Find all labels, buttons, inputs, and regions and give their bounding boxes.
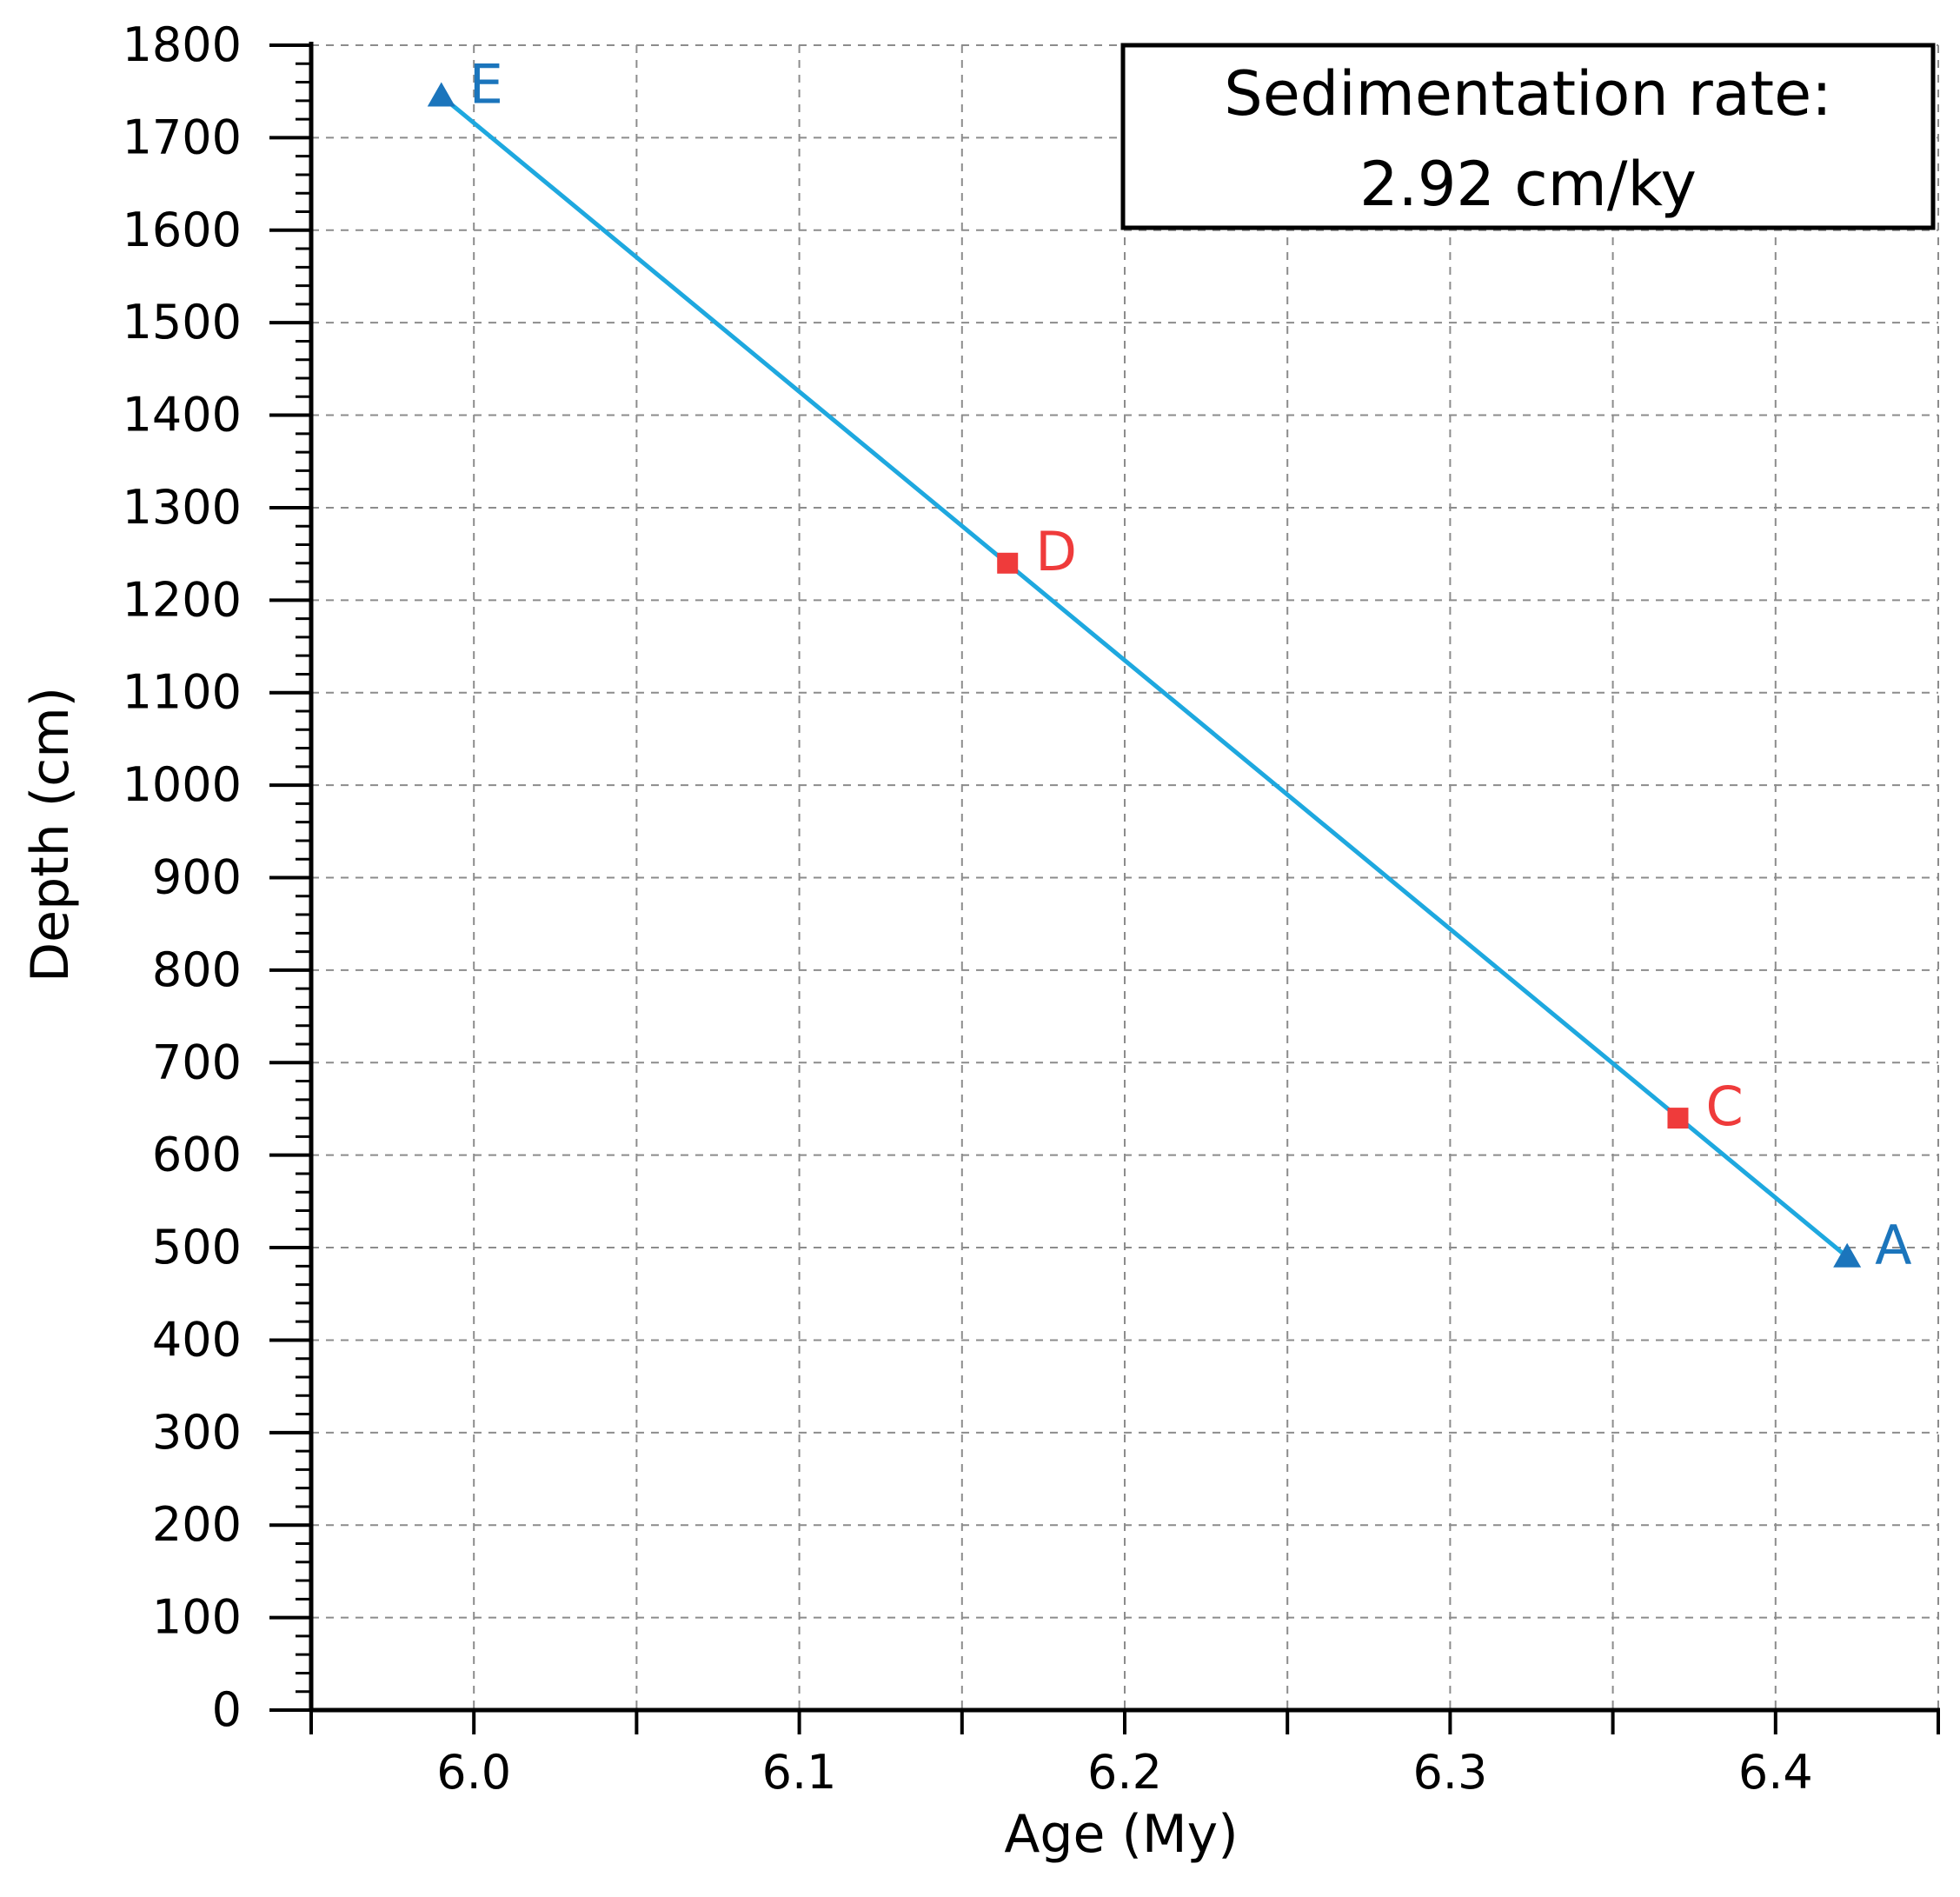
point-d-label: D: [1035, 520, 1077, 583]
x-tick-label: 6.1: [762, 1745, 837, 1800]
annotation-line-2: 2.92 cm/ky: [1359, 149, 1697, 220]
y-tick-label: 400: [152, 1312, 242, 1367]
y-tick-label: 1000: [123, 757, 242, 812]
y-tick-label: 1100: [123, 665, 242, 720]
point-c-marker: [1667, 1108, 1689, 1129]
annotation-frame: [1120, 43, 1936, 230]
y-tick-label: 1300: [123, 480, 242, 535]
point-e-label: E: [469, 53, 503, 116]
x-axis-title: Age (My): [1004, 1804, 1238, 1865]
y-tick-label: 1500: [123, 295, 242, 349]
point-c-label: C: [1705, 1075, 1743, 1138]
ticks: 0 100 200 300 400 500 600 700 800 900 1000 1100 1200…: [123, 17, 1940, 1800]
y-tick-label: 1700: [123, 110, 242, 164]
y-axis-title: Depth (cm): [20, 687, 81, 982]
sedimentation-line: [440, 94, 1849, 1259]
grid-lines: [311, 44, 1939, 1710]
y-tick-label: 300: [152, 1405, 242, 1460]
sedimentation-rate-box: Sedimentation rate: 2.92 cm/ky: [1120, 43, 1936, 230]
point-e-marker: [427, 82, 455, 107]
x-tick-label: 6.3: [1412, 1745, 1487, 1800]
y-tick-label: 800: [152, 942, 242, 997]
y-tick-label: 700: [152, 1035, 242, 1089]
point-a-label: A: [1875, 1214, 1911, 1277]
y-tick-label: 1600: [123, 203, 242, 257]
y-tick-label: 1200: [123, 572, 242, 627]
y-tick-label: 500: [152, 1220, 242, 1275]
y-tick-label: 0: [212, 1682, 242, 1737]
y-tick-label: 100: [152, 1590, 242, 1645]
y-tick-label: 900: [152, 850, 242, 905]
y-tick-label: 1400: [123, 388, 242, 443]
x-tick-label: 6.2: [1087, 1745, 1162, 1800]
point-d-marker: [997, 552, 1019, 574]
x-tick-label: 6.4: [1738, 1745, 1813, 1800]
y-tick-label: 600: [152, 1128, 242, 1182]
series: [440, 94, 1849, 1259]
annotation-line-1: Sedimentation rate:: [1224, 58, 1831, 130]
data-points: E D C A: [427, 53, 1912, 1277]
x-tick-label: 6.0: [436, 1745, 511, 1800]
y-tick-label: 1800: [123, 17, 242, 72]
point-a-marker: [1833, 1242, 1862, 1268]
y-tick-label: 200: [152, 1497, 242, 1552]
